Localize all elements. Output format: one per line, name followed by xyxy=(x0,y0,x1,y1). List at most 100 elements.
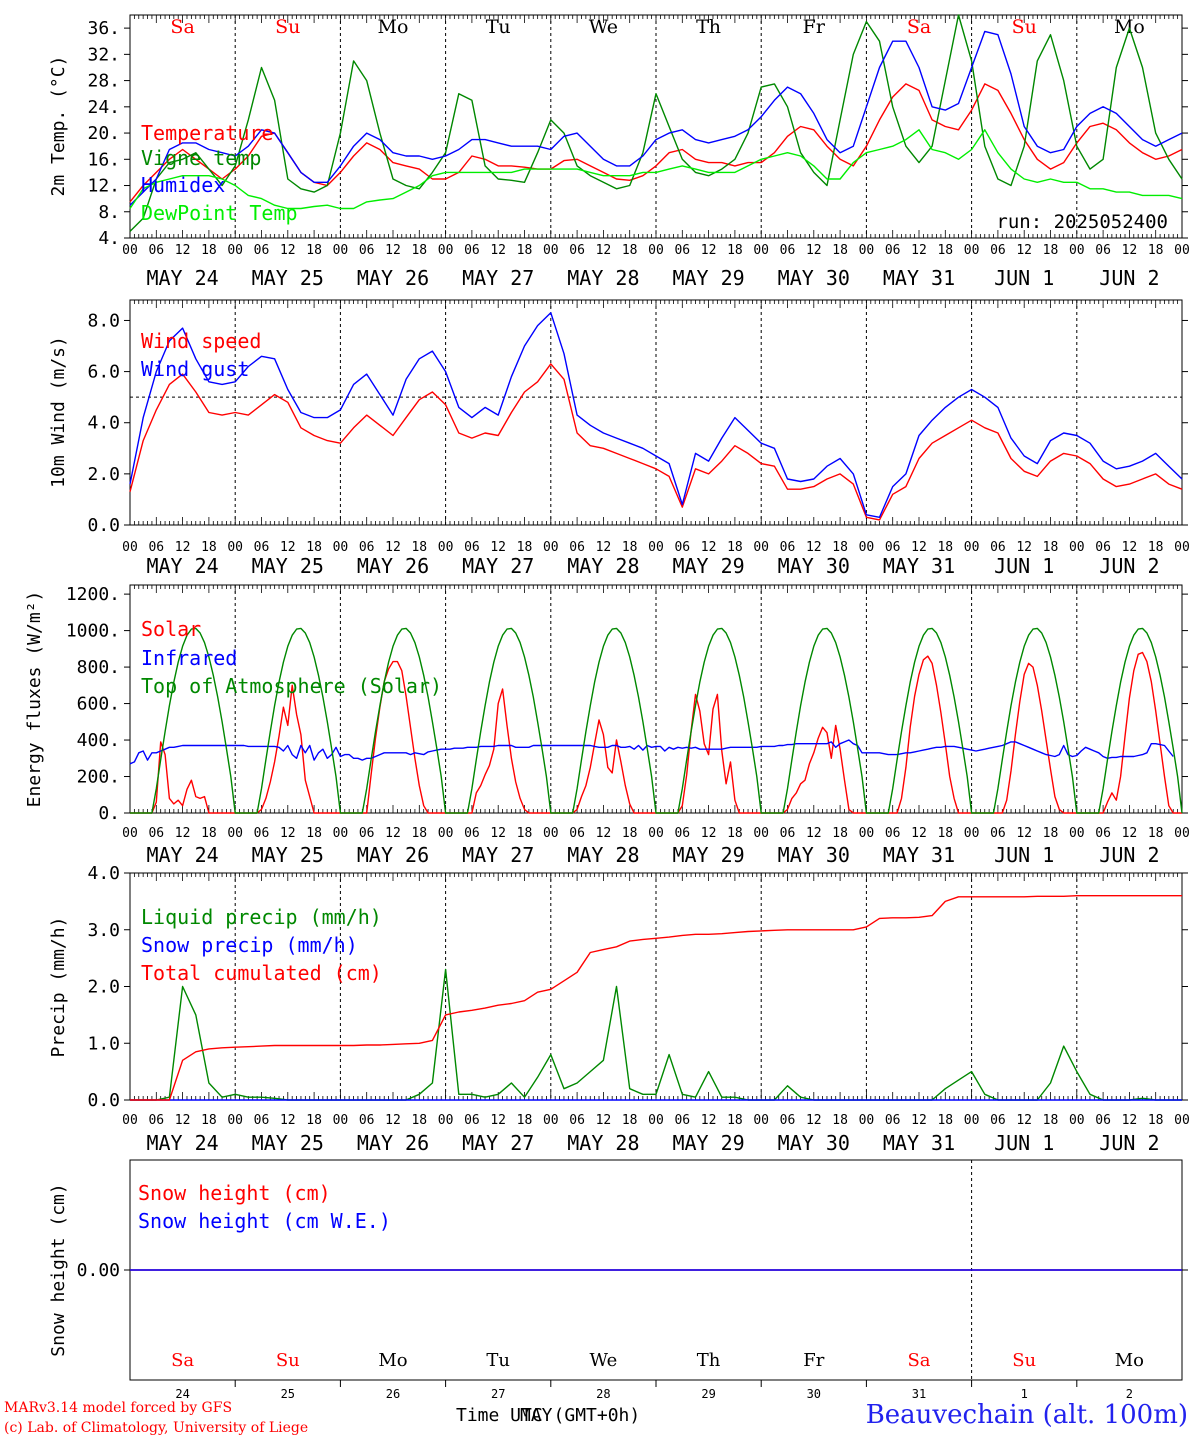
panel4-hour-label: 18 xyxy=(832,1113,848,1128)
panel3-ytick-label: 600. xyxy=(77,694,120,715)
panel1-hour-label: 12 xyxy=(280,243,296,258)
panel1-hour-label: 18 xyxy=(832,243,848,258)
panel4-date-label: MAY 30 xyxy=(778,1131,850,1155)
panel5-legend-entry: Snow height (cm W.E.) xyxy=(138,1209,391,1233)
panel2-series-wind-speed xyxy=(129,363,1183,521)
panel1-hour-label: 12 xyxy=(1016,243,1032,258)
panel1-day-label: Tu xyxy=(486,16,511,38)
panel3-ylabel: Energy fluxes (W/m²) xyxy=(24,591,45,808)
panel4-hour-label: 18 xyxy=(937,1113,953,1128)
panel2-hour-label: 18 xyxy=(517,540,533,555)
panel1-hour-label: 00 xyxy=(1174,243,1190,258)
panel2-hour-label: 00 xyxy=(753,540,769,555)
panel2-ytick-label: 2.0 xyxy=(87,464,120,485)
panel3-legend-entry: Solar xyxy=(141,617,201,641)
panel3-hour-label: 12 xyxy=(1016,826,1032,841)
model-credit: MARv3.14 model forced by GFS xyxy=(4,1400,233,1416)
panel3-legend-entry: Top of Atmosphere (Solar) xyxy=(141,674,442,698)
panel2-date-label: JUN 2 xyxy=(1099,554,1159,578)
panel1-hour-label: 18 xyxy=(306,243,322,258)
panel1-ytick-label: 32. xyxy=(87,44,120,65)
panel4-ytick-label: 4.0 xyxy=(87,863,120,884)
panel5-date-number: 27 xyxy=(491,1387,505,1401)
panel1-run-label: run: 2025052400 xyxy=(996,211,1168,233)
panel2-date-label: MAY 28 xyxy=(567,554,639,578)
panel1-hour-label: 00 xyxy=(438,243,454,258)
panel1-hour-label: 12 xyxy=(806,243,822,258)
panel4-hour-label: 06 xyxy=(674,1113,690,1128)
panel3-ytick-label: 400. xyxy=(77,730,120,751)
panel1-ytick-label: 36. xyxy=(87,18,120,39)
panel3-legend-entry: Infrared xyxy=(141,646,237,670)
panel4-hour-label: 12 xyxy=(1016,1113,1032,1128)
panel4-date-label: MAY 25 xyxy=(252,1131,324,1155)
panel1-series-humidex xyxy=(129,30,1183,206)
panel1-hour-label: 12 xyxy=(175,243,191,258)
panel4-hour-label: 12 xyxy=(1122,1113,1138,1128)
panel1-hour-label: 18 xyxy=(1148,243,1164,258)
panel4-hour-label: 06 xyxy=(359,1113,375,1128)
panel3-hour-label: 18 xyxy=(1043,826,1059,841)
panel4-date-label: MAY 27 xyxy=(462,1131,534,1155)
panel2-hour-label: 00 xyxy=(1174,540,1190,555)
panel3-hour-label: 00 xyxy=(964,826,980,841)
panel3-hour-label: 12 xyxy=(385,826,401,841)
panel4-hour-label: 18 xyxy=(306,1113,322,1128)
panel2-date-label: JUN 1 xyxy=(994,554,1054,578)
panel4-ytick-label: 3.0 xyxy=(87,920,120,941)
panel4-hour-label: 06 xyxy=(990,1113,1006,1128)
panel2-hour-label: 00 xyxy=(122,540,138,555)
panel1-date-label: MAY 27 xyxy=(462,266,534,290)
panel5-day-label: Sa xyxy=(171,1350,194,1371)
panel2-legend-entry: Wind gust xyxy=(141,357,249,381)
panel5-ylabel: Snow height (cm) xyxy=(48,1183,69,1356)
panel2-ylabel: 10m Wind (m/s) xyxy=(48,336,69,488)
panel2-date-label: MAY 27 xyxy=(462,554,534,578)
panel4-hour-label: 18 xyxy=(1043,1113,1059,1128)
panel2-ytick-label: 6.0 xyxy=(87,362,120,383)
panel4-hour-label: 00 xyxy=(227,1113,243,1128)
panel4-hour-label: 18 xyxy=(411,1113,427,1128)
panel2-hour-label: 06 xyxy=(780,540,796,555)
panel4-date-label: MAY 31 xyxy=(883,1131,955,1155)
panel1-date-label: MAY 28 xyxy=(567,266,639,290)
panel1-legend-entry: DewPoint Temp xyxy=(141,201,298,225)
panel1-hour-label: 12 xyxy=(385,243,401,258)
panel2-ytick-label: 4.0 xyxy=(87,413,120,434)
panel5-date-number: 31 xyxy=(912,1387,926,1401)
panel2-hour-label: 12 xyxy=(1016,540,1032,555)
panel1-ytick-label: 8. xyxy=(98,202,120,223)
panel1-hour-label: 06 xyxy=(990,243,1006,258)
panel4-hour-label: 06 xyxy=(1095,1113,1111,1128)
panel1-hour-label: 00 xyxy=(753,243,769,258)
panel3-ytick-label: 0. xyxy=(98,803,120,824)
panel4-hour-label: 00 xyxy=(859,1113,875,1128)
panel3-ytick-label: 1200. xyxy=(66,584,120,605)
panel1-day-label: Su xyxy=(275,16,300,38)
time-axis-label: Time UTC (GMT+0h) MAY xyxy=(456,1405,640,1426)
panel3-hour-label: 12 xyxy=(596,826,612,841)
panel3-ytick-label: 200. xyxy=(77,767,120,788)
panel1-hour-label: 06 xyxy=(674,243,690,258)
panel1-ytick-label: 24. xyxy=(87,97,120,118)
panel3-hour-label: 00 xyxy=(1174,826,1190,841)
panel1-hour-label: 00 xyxy=(648,243,664,258)
panel3-hour-label: 00 xyxy=(333,826,349,841)
panel1-hour-label: 00 xyxy=(964,243,980,258)
panel1-date-label: MAY 26 xyxy=(357,266,429,290)
panel2-date-label: MAY 24 xyxy=(146,554,218,578)
panel3-hour-label: 06 xyxy=(464,826,480,841)
panel1-hour-label: 18 xyxy=(937,243,953,258)
panel4-hour-label: 06 xyxy=(464,1113,480,1128)
panel3-series-infrared xyxy=(129,739,1174,765)
panel4-hour-label: 12 xyxy=(701,1113,717,1128)
panel1-hour-label: 00 xyxy=(543,243,559,258)
panel1-hour-label: 18 xyxy=(201,243,217,258)
panel4-hour-label: 18 xyxy=(201,1113,217,1128)
panel1-hour-label: 00 xyxy=(227,243,243,258)
panel5-day-label: Th xyxy=(697,1350,721,1371)
panel1-hour-label: 00 xyxy=(122,243,138,258)
panel4-hour-label: 00 xyxy=(1174,1113,1190,1128)
panel5-date-number: 25 xyxy=(281,1387,295,1401)
panel2-hour-label: 06 xyxy=(569,540,585,555)
